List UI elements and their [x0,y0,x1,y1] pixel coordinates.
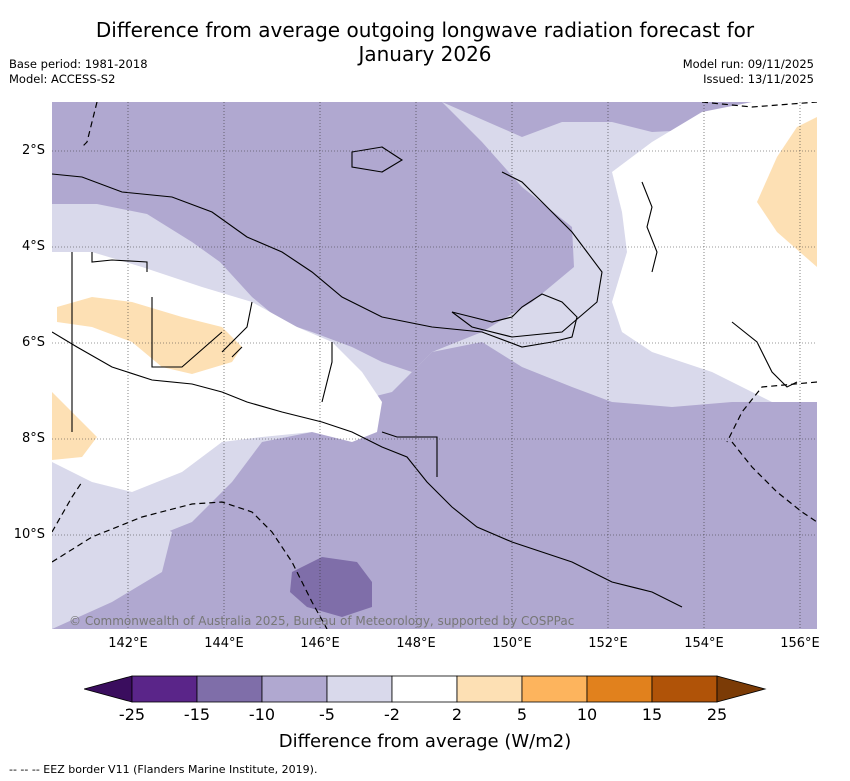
colorbar-tick-label: 25 [706,705,728,724]
colorbar [84,675,767,703]
latitude-label: 2°S [21,143,45,158]
map-title: Difference from average outgoing longwav… [0,18,850,66]
gridlines [52,102,817,629]
longitude-label: 150°E [492,636,532,651]
meta-right: Model run: 09/11/2025 Issued: 13/11/2025 [683,57,814,87]
colorbar-under-triangle [84,675,133,703]
copyright-credit: © Commonwealth of Australia 2025, Bureau… [69,614,575,628]
issued-text: Issued: 13/11/2025 [703,72,814,86]
longitude-label: 144°E [204,636,244,651]
region-minus5-southwest [52,502,172,629]
colorbar-tick-label: -5 [319,705,335,724]
colorbar-segment [261,675,328,703]
colorbar-tick-label: -10 [248,705,276,724]
colorbar-tick-label: 5 [516,705,528,724]
colorbar-segment [326,675,393,703]
base-period-text: Base period: 1981-2018 [9,57,148,71]
colorbar-segment [456,675,523,703]
title-line-2: January 2026 [358,42,492,66]
title-line-1: Difference from average outgoing longwav… [95,18,755,42]
region-plus2-sw-edge [52,392,97,460]
meta-left: Base period: 1981-2018 Model: ACCESS-S2 [9,57,148,87]
region-white-northeast [612,102,817,422]
model-run-text: Model run: 09/11/2025 [682,57,814,71]
colorbar-segment [196,675,263,703]
longitude-label: 148°E [396,636,436,651]
latitude-label: 6°S [21,335,45,350]
colorbar-tick-label: -15 [183,705,211,724]
latitude-label: 4°S [21,239,45,254]
colorbar-segment [586,675,653,703]
colorbar-segment [131,675,198,703]
longitude-label: 142°E [108,636,148,651]
latitude-label: 10°S [13,527,45,542]
eez-borders [52,102,817,629]
longitude-label: 152°E [588,636,628,651]
colorbar-tick-label: 10 [576,705,598,724]
longitude-label: 146°E [300,636,340,651]
latitude-label: 8°S [21,431,45,446]
olr-anomaly-map [52,102,817,629]
coastlines [52,146,798,608]
colorbar-tick-label: 15 [641,705,663,724]
longitude-label: 156°E [780,636,820,651]
region-minus10-south [52,342,817,629]
eez-footer-note: -- -- -- EEZ border V11 (Flanders Marine… [9,763,318,776]
colorbar-segment [651,675,718,703]
colorbar-over-triangle [716,675,767,703]
longitude-label: 154°E [684,636,724,651]
region-plus2-ne [757,117,817,267]
colorbar-segment [521,675,588,703]
region-minus15-patch [290,557,372,617]
colorbar-tick-label: -2 [384,705,400,724]
model-text: Model: ACCESS-S2 [9,72,116,86]
colorbar-title: Difference from average (W/m2) [278,731,572,752]
colorbar-tick-label: -25 [118,705,146,724]
colorbar-segment [391,675,458,703]
region-minus10-north [52,102,574,372]
colorbar-tick-label: 2 [451,705,463,724]
